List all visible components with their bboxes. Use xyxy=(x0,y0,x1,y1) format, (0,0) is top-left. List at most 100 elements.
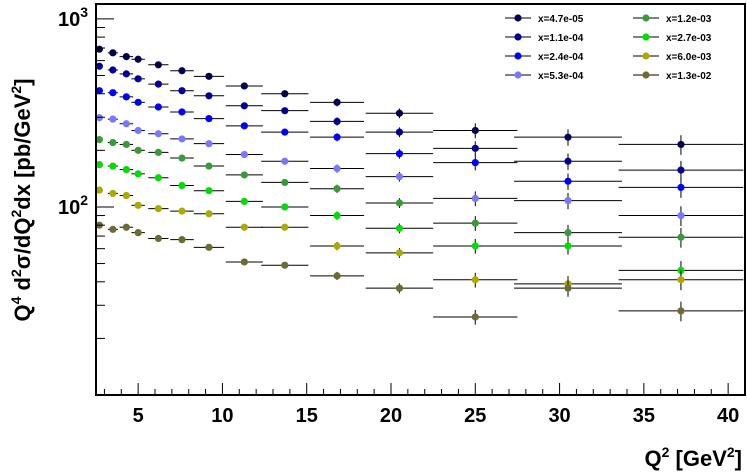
data-point xyxy=(178,87,186,95)
data-point xyxy=(122,120,130,128)
data-point xyxy=(395,249,404,257)
data-point xyxy=(564,229,572,237)
legend-label: x=1.3e-02 xyxy=(666,71,712,82)
data-point xyxy=(95,186,103,194)
data-point xyxy=(281,128,289,136)
legend-marker xyxy=(514,71,522,79)
data-point xyxy=(95,114,103,122)
data-point xyxy=(109,115,117,123)
data-point xyxy=(333,133,341,141)
data-point xyxy=(471,313,479,321)
data-point xyxy=(564,197,572,205)
legend-marker xyxy=(642,52,650,60)
data-point xyxy=(240,122,248,130)
series-x=1.3e-02 xyxy=(95,221,744,325)
data-point xyxy=(205,92,213,100)
x-tick-label: 20 xyxy=(380,405,402,427)
data-point xyxy=(205,187,213,195)
data-point xyxy=(95,136,103,144)
data-point xyxy=(677,266,685,274)
data-point xyxy=(240,82,248,90)
data-point xyxy=(205,140,213,148)
data-point xyxy=(134,126,142,135)
x-tick-label: 10 xyxy=(211,405,233,427)
data-point xyxy=(395,224,404,232)
legend-marker xyxy=(642,14,650,22)
data-point xyxy=(240,171,248,179)
data-point xyxy=(109,189,117,198)
data-point xyxy=(333,117,341,126)
data-point xyxy=(281,261,289,269)
data-point xyxy=(134,98,142,106)
data-point xyxy=(677,233,685,241)
data-point xyxy=(564,157,572,165)
legend-label: x=1.1e-04 xyxy=(538,33,584,44)
data-point xyxy=(122,70,130,78)
data-point xyxy=(333,185,341,193)
legend-marker xyxy=(514,33,522,41)
data-point xyxy=(395,150,404,158)
data-point xyxy=(240,223,248,231)
data-point xyxy=(333,98,341,106)
legend: x=4.7e-05 x=1.1e-04 x=2.4e-04 x=5.3e-04 x=1.… xyxy=(505,14,712,82)
series-x=2.7e-03 xyxy=(95,160,744,281)
x-tick-label: 35 xyxy=(633,405,655,427)
series-x=2.4e-04 xyxy=(95,87,744,198)
x-tick-label: 25 xyxy=(464,405,486,427)
data-point xyxy=(281,178,289,187)
data-point xyxy=(95,62,103,70)
data-point xyxy=(134,170,142,178)
data-point xyxy=(122,53,130,61)
data-point xyxy=(205,114,213,123)
data-point xyxy=(677,166,685,174)
x-tick-label: 30 xyxy=(548,405,570,427)
data-point xyxy=(395,128,404,136)
data-point xyxy=(95,45,103,53)
data-point xyxy=(109,89,117,97)
y-tick-label: 103 xyxy=(58,4,88,31)
data-point xyxy=(122,93,130,101)
data-point xyxy=(240,258,248,266)
data-point xyxy=(395,284,404,292)
data-point xyxy=(154,80,162,88)
data-point xyxy=(564,177,572,185)
legend-marker xyxy=(642,33,650,41)
y-axis-label: Q4 d2σ/dQ2dx [pb/GeV2] xyxy=(8,78,35,321)
legend-label: x=2.4e-04 xyxy=(538,52,584,63)
data-point xyxy=(178,154,186,162)
data-point xyxy=(95,160,103,169)
data-point xyxy=(154,234,162,243)
legend-label: x=1.2e-03 xyxy=(666,14,712,25)
legend-label: x=6.0e-03 xyxy=(666,52,712,63)
data-point xyxy=(564,284,572,292)
data-point xyxy=(178,181,186,190)
series-x=5.3e-04 xyxy=(95,114,744,226)
data-point xyxy=(240,150,248,159)
data-point xyxy=(109,49,117,57)
data-point xyxy=(134,55,142,63)
legend-label: x=5.3e-04 xyxy=(538,71,584,82)
data-point xyxy=(109,162,117,170)
x-tick-label: 5 xyxy=(133,405,144,427)
data-point xyxy=(281,157,289,165)
legend-label: x=4.7e-05 xyxy=(538,14,584,25)
data-point xyxy=(677,183,685,192)
y-tick-label: 102 xyxy=(58,192,88,219)
data-point xyxy=(154,61,162,69)
data-point xyxy=(95,87,103,95)
legend-marker xyxy=(514,52,522,60)
data-point xyxy=(205,72,213,80)
data-point xyxy=(395,199,404,207)
series-x=1.1e-04 xyxy=(95,62,744,181)
axes: 5 10 15 20 25 30 35 40 102 103 xyxy=(58,4,746,427)
data-point xyxy=(471,126,479,135)
data-point xyxy=(122,191,130,200)
data-point xyxy=(109,225,117,233)
data-point xyxy=(122,223,130,231)
data-point xyxy=(677,140,685,149)
plot-frame xyxy=(95,3,746,396)
data-point xyxy=(471,159,479,167)
data-point xyxy=(395,109,404,117)
data-point xyxy=(109,66,117,74)
